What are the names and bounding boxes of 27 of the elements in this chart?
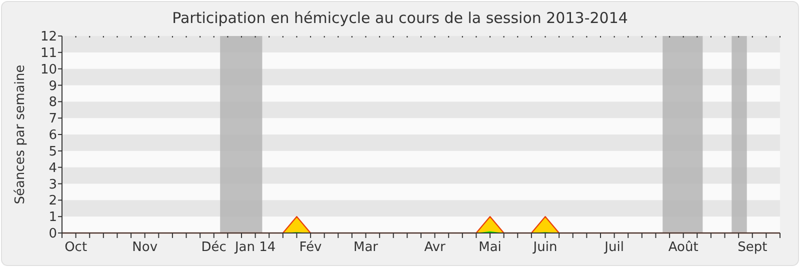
y-tick-label: 11 bbox=[40, 46, 57, 61]
y-tick-label: 1 bbox=[48, 210, 57, 226]
x-tick-label: Juin bbox=[532, 240, 558, 255]
x-tick-label: Nov bbox=[132, 240, 158, 255]
y-tick-label: 2 bbox=[48, 194, 57, 209]
y-tick-label: 3 bbox=[48, 177, 57, 192]
y-tick-label: 5 bbox=[48, 144, 57, 160]
x-tick-label: Août bbox=[668, 240, 698, 255]
y-tick-label: 7 bbox=[48, 112, 57, 127]
x-tick-label: Oct bbox=[64, 240, 88, 255]
y-tick-label: 9 bbox=[48, 78, 57, 94]
y-tick-label: 0 bbox=[48, 226, 57, 242]
x-tick-label: Juil bbox=[604, 240, 624, 255]
x-tick-label: Mar bbox=[354, 240, 379, 255]
y-tick-label: 8 bbox=[48, 95, 57, 110]
y-tick-label: 10 bbox=[40, 62, 57, 78]
x-tick-label: Avr bbox=[424, 240, 446, 255]
chart-title: Participation en hémicycle au cours de la session 2013-2014 bbox=[172, 9, 628, 27]
x-tick-label: Fév bbox=[299, 240, 322, 255]
y-tick-label: 6 bbox=[48, 128, 57, 144]
y-tick-label: 4 bbox=[48, 160, 57, 176]
x-tick-label: Déc bbox=[201, 240, 226, 255]
x-tick-label: Sept bbox=[738, 240, 768, 255]
x-tick-label: Jan 14 bbox=[234, 240, 276, 255]
y-tick-label: 12 bbox=[40, 30, 57, 45]
x-tick-label: Mai bbox=[478, 240, 502, 255]
y-axis-title: Séances par semaine bbox=[13, 64, 28, 204]
